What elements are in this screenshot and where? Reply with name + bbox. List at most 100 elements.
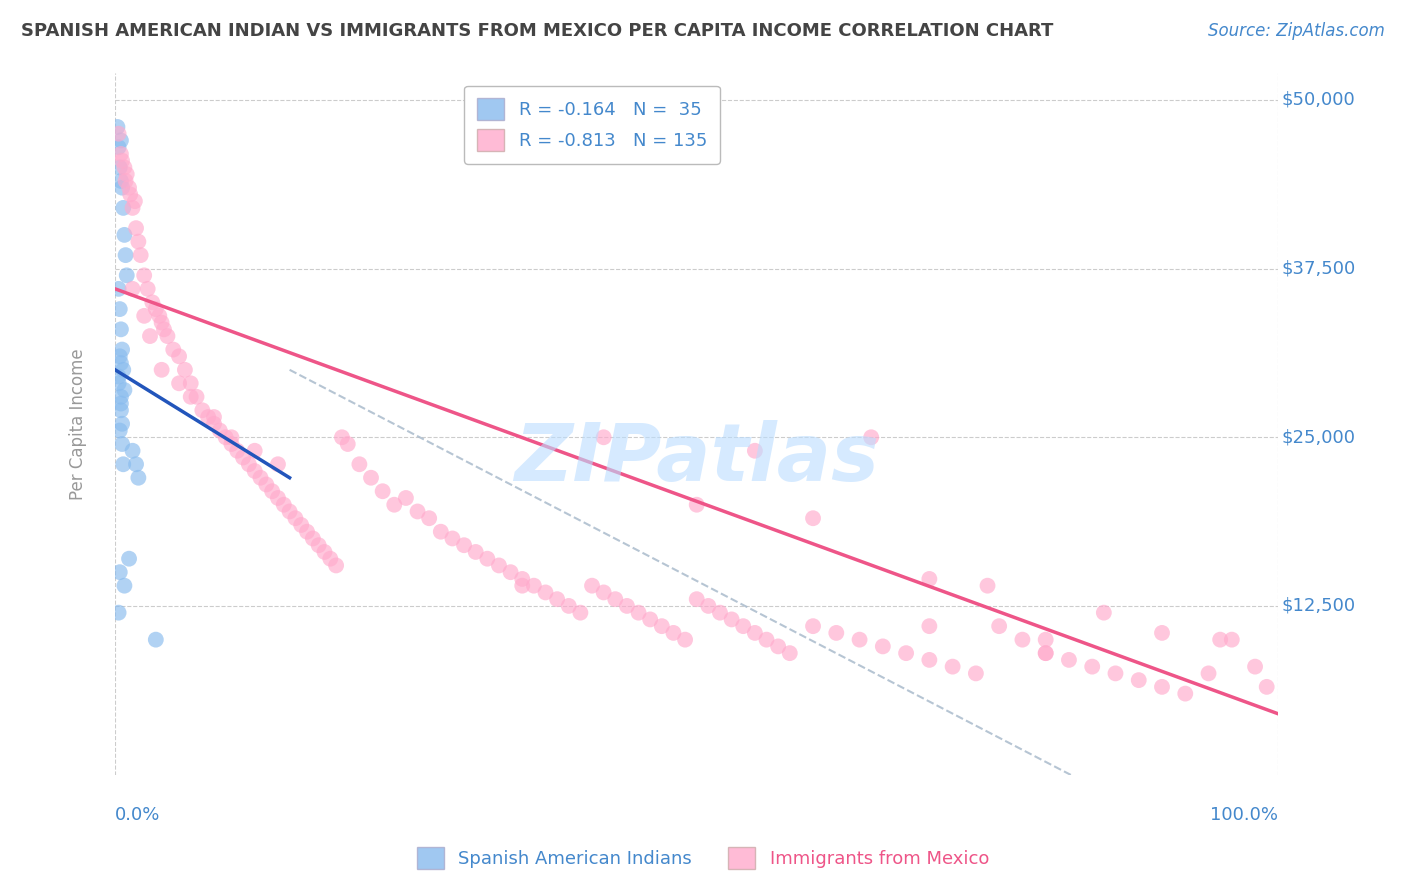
Point bbox=[121, 282, 143, 296]
Point bbox=[546, 592, 568, 607]
Point bbox=[779, 646, 801, 660]
Point bbox=[107, 282, 129, 296]
Point bbox=[124, 194, 146, 209]
Point bbox=[349, 457, 371, 471]
Point bbox=[214, 430, 236, 444]
Point bbox=[1209, 632, 1232, 647]
Point bbox=[267, 491, 290, 505]
Point bbox=[825, 626, 848, 640]
Point bbox=[150, 316, 173, 330]
Point bbox=[523, 579, 546, 593]
Point bbox=[221, 430, 243, 444]
Point bbox=[709, 606, 731, 620]
Legend: R = -0.164   N =  35, R = -0.813   N = 135: R = -0.164 N = 35, R = -0.813 N = 135 bbox=[464, 86, 720, 164]
Point bbox=[112, 161, 135, 175]
Point bbox=[278, 504, 301, 518]
Point bbox=[232, 450, 254, 465]
Point bbox=[284, 511, 307, 525]
Point bbox=[254, 477, 277, 491]
Point bbox=[127, 235, 149, 249]
Point bbox=[110, 174, 132, 188]
Point bbox=[872, 640, 894, 654]
Point bbox=[510, 579, 533, 593]
Point bbox=[1220, 632, 1243, 647]
Point bbox=[112, 227, 135, 242]
Point bbox=[965, 666, 987, 681]
Point bbox=[382, 498, 405, 512]
Point bbox=[592, 430, 614, 444]
Text: $12,500: $12,500 bbox=[1282, 597, 1355, 615]
Point bbox=[801, 619, 824, 633]
Point bbox=[942, 659, 965, 673]
Point bbox=[202, 417, 225, 431]
Point bbox=[156, 329, 179, 343]
Point bbox=[262, 484, 284, 499]
Point bbox=[325, 558, 347, 573]
Point bbox=[988, 619, 1011, 633]
Point bbox=[153, 322, 176, 336]
Point bbox=[697, 599, 720, 613]
Point bbox=[918, 619, 941, 633]
Point bbox=[112, 579, 135, 593]
Point bbox=[197, 410, 219, 425]
Point bbox=[406, 504, 429, 518]
Point bbox=[136, 282, 159, 296]
Point bbox=[114, 174, 136, 188]
Point bbox=[174, 363, 197, 377]
Point bbox=[976, 579, 998, 593]
Point bbox=[108, 424, 131, 438]
Point bbox=[418, 511, 440, 525]
Point bbox=[1244, 659, 1267, 673]
Point bbox=[308, 538, 330, 552]
Point bbox=[1174, 687, 1197, 701]
Point bbox=[162, 343, 184, 357]
Text: SPANISH AMERICAN INDIAN VS IMMIGRANTS FROM MEXICO PER CAPITA INCOME CORRELATION : SPANISH AMERICAN INDIAN VS IMMIGRANTS FR… bbox=[21, 22, 1053, 40]
Point bbox=[1128, 673, 1150, 687]
Point bbox=[569, 606, 592, 620]
Point bbox=[918, 572, 941, 586]
Point bbox=[1035, 646, 1057, 660]
Point bbox=[336, 437, 359, 451]
Point bbox=[662, 626, 685, 640]
Point bbox=[167, 376, 190, 391]
Point bbox=[108, 302, 131, 317]
Point bbox=[360, 471, 382, 485]
Legend: Spanish American Indians, Immigrants from Mexico: Spanish American Indians, Immigrants fro… bbox=[408, 838, 998, 879]
Point bbox=[267, 457, 290, 471]
Point bbox=[1057, 653, 1080, 667]
Point bbox=[243, 443, 266, 458]
Point bbox=[249, 471, 271, 485]
Point bbox=[111, 343, 134, 357]
Point bbox=[111, 417, 134, 431]
Point bbox=[534, 585, 557, 599]
Point bbox=[180, 376, 202, 391]
Point bbox=[107, 120, 129, 134]
Point bbox=[150, 363, 173, 377]
Point bbox=[141, 295, 163, 310]
Point bbox=[1198, 666, 1220, 681]
Point bbox=[627, 606, 650, 620]
Text: $25,000: $25,000 bbox=[1282, 428, 1355, 446]
Point bbox=[226, 443, 249, 458]
Point bbox=[453, 538, 475, 552]
Point bbox=[107, 369, 129, 384]
Point bbox=[395, 491, 418, 505]
Point bbox=[651, 619, 673, 633]
Point bbox=[112, 201, 135, 215]
Point bbox=[191, 403, 214, 417]
Point bbox=[766, 640, 789, 654]
Point bbox=[145, 302, 167, 317]
Point bbox=[112, 363, 135, 377]
Point bbox=[121, 443, 143, 458]
Text: $50,000: $50,000 bbox=[1282, 91, 1355, 109]
Point bbox=[1150, 626, 1173, 640]
Point bbox=[488, 558, 510, 573]
Point bbox=[108, 161, 131, 175]
Point bbox=[110, 322, 132, 336]
Point bbox=[110, 356, 132, 370]
Point bbox=[1150, 680, 1173, 694]
Point bbox=[112, 457, 135, 471]
Text: Source: ZipAtlas.com: Source: ZipAtlas.com bbox=[1208, 22, 1385, 40]
Point bbox=[638, 612, 661, 626]
Point bbox=[129, 248, 152, 262]
